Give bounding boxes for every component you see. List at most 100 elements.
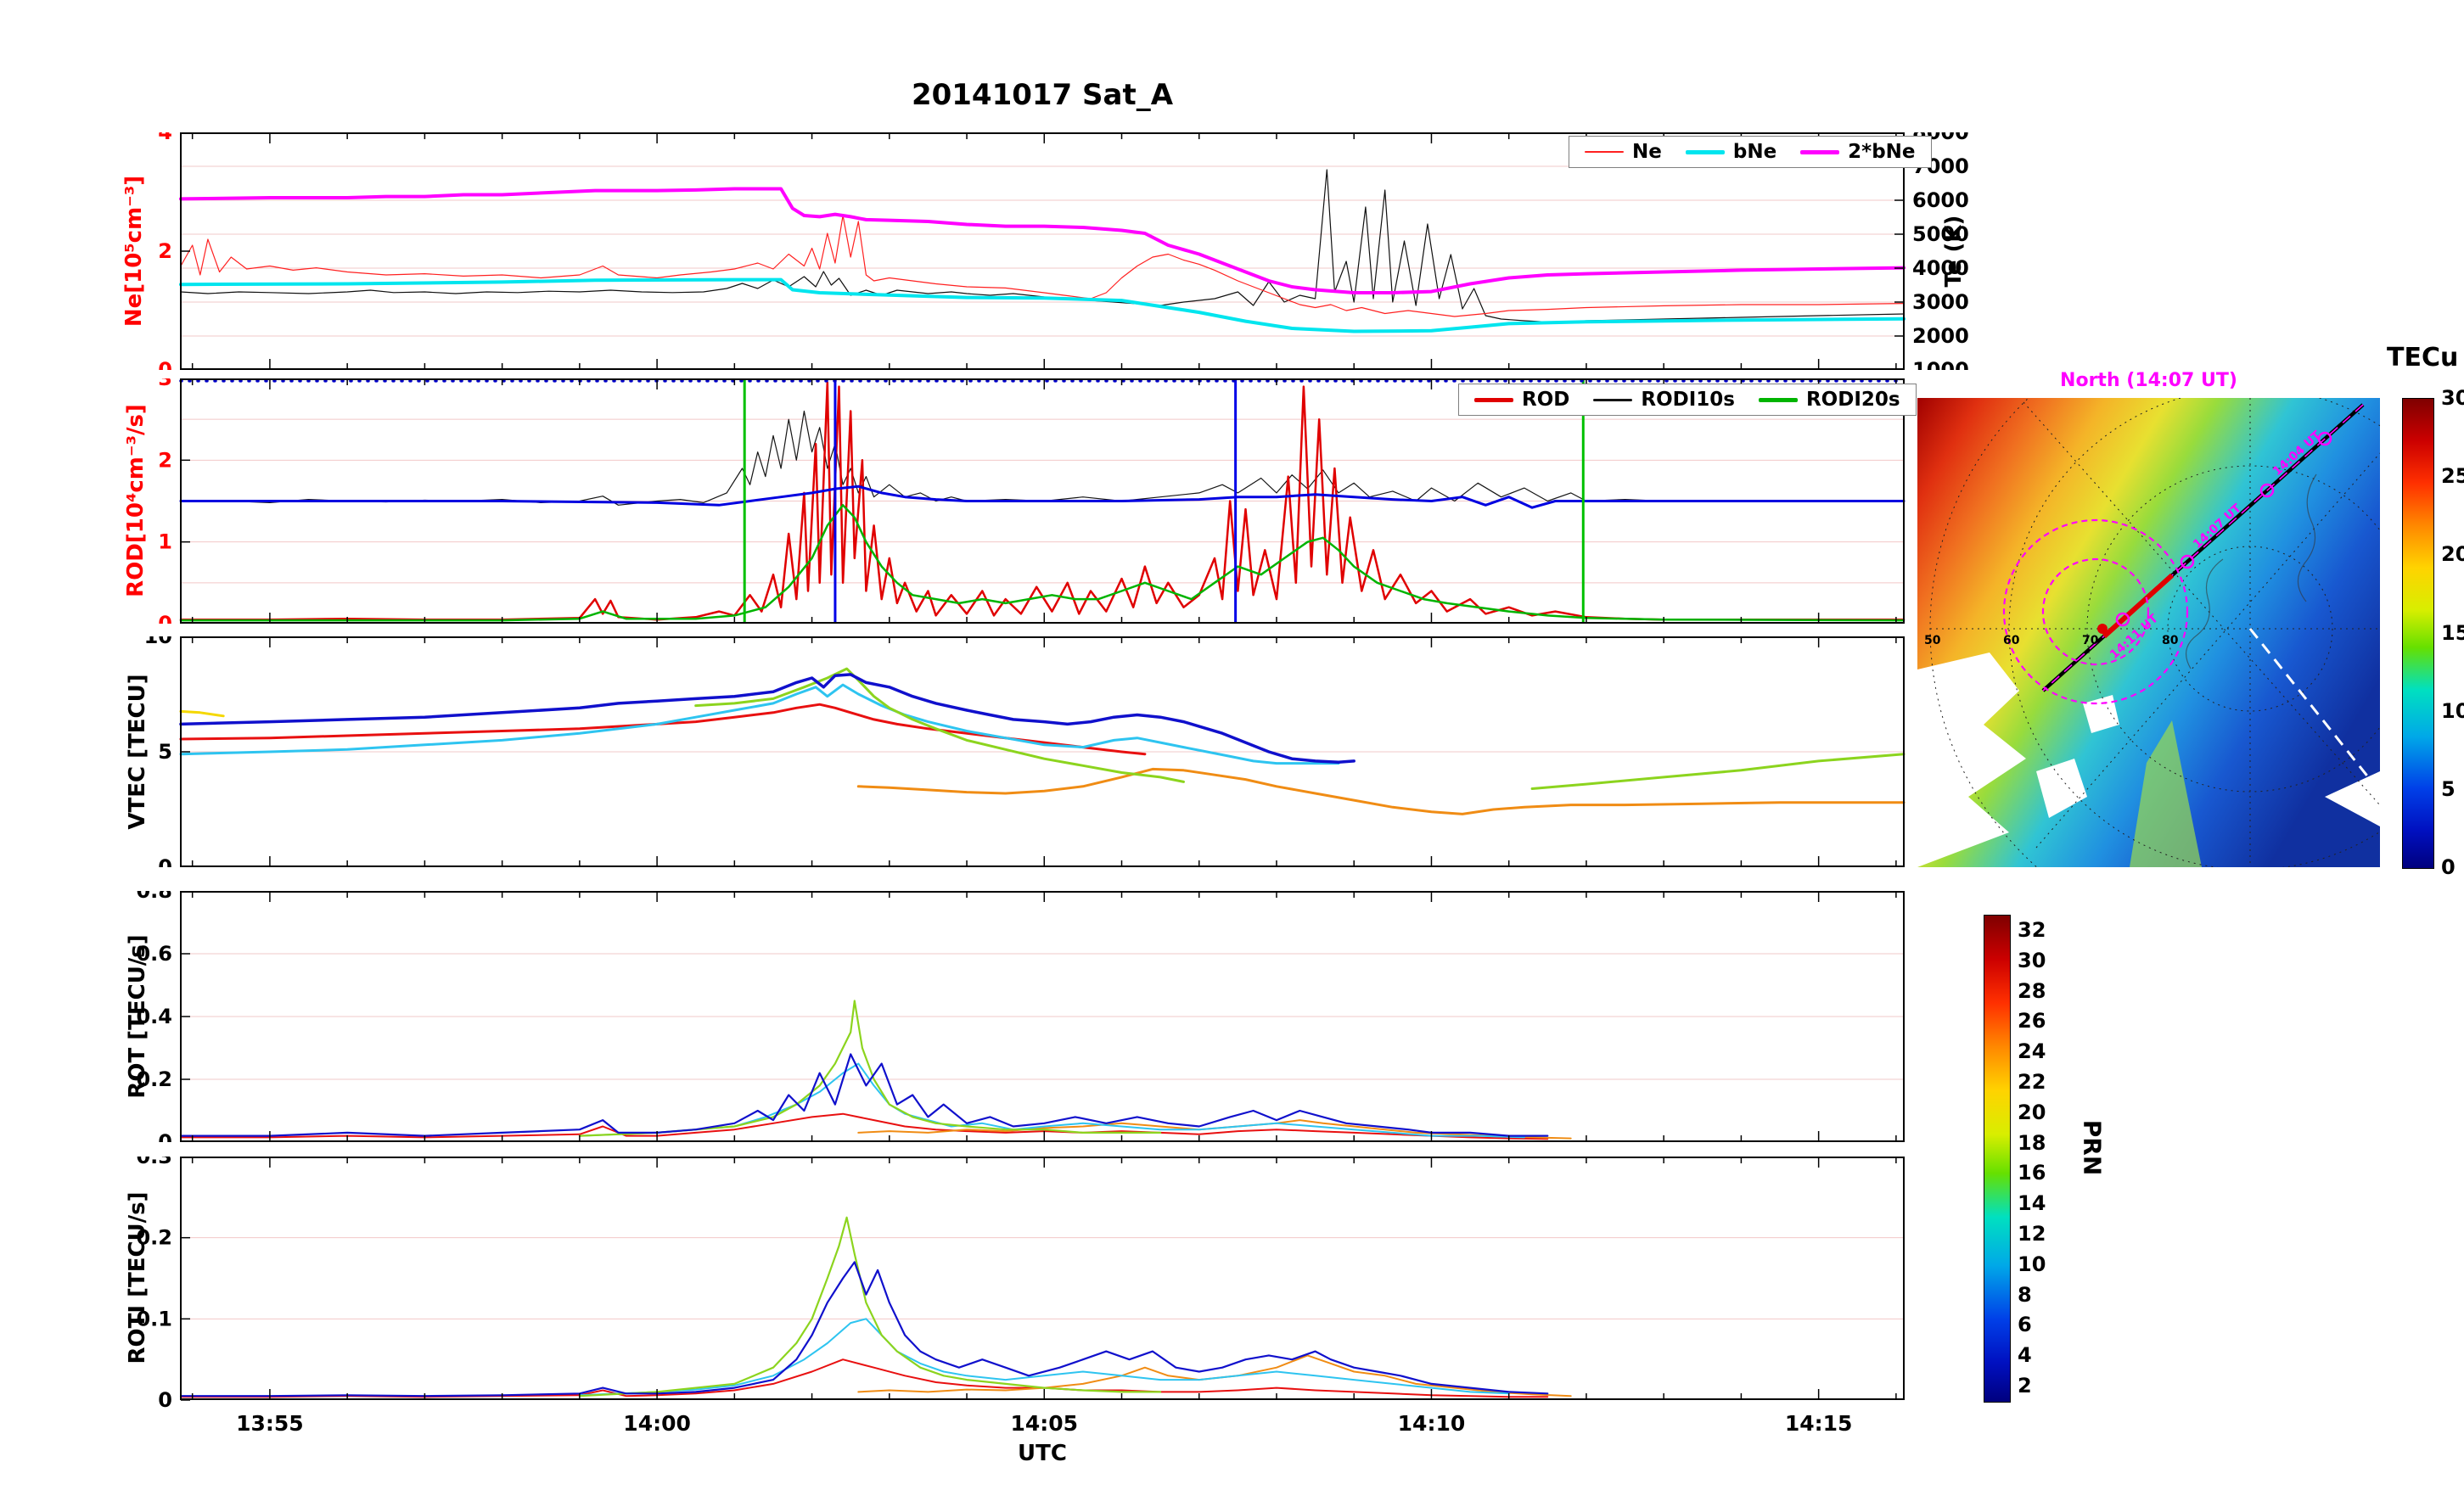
svg-text:14:05: 14:05 xyxy=(1010,1411,1078,1436)
legend-label: ROD xyxy=(1522,389,1570,411)
satellite-position-dot xyxy=(2097,624,2108,634)
tecu-tick-label: 5 xyxy=(2441,776,2456,801)
legend-item: bNe xyxy=(1685,141,1777,163)
tecu-colorbar-ticks: 0 5 10 15 20 25 30 xyxy=(2441,387,2464,878)
tecu-tick-label: 0 xyxy=(2441,855,2456,879)
legend-line-swatch xyxy=(1585,151,1624,153)
svg-text:0.2: 0.2 xyxy=(136,1067,172,1091)
svg-text:5000: 5000 xyxy=(1912,222,1969,246)
ne-legend: Ne bNe 2*bNe xyxy=(1569,136,1932,168)
prn-tick-label: 20 xyxy=(2018,1100,2046,1124)
prn-tick-label: 30 xyxy=(2018,948,2046,972)
track-overlay-line xyxy=(2042,404,2364,692)
svg-text:2: 2 xyxy=(158,448,172,472)
svg-text:0.6: 0.6 xyxy=(136,942,172,966)
coastline-1 xyxy=(2297,473,2317,602)
legend-line-swatch xyxy=(1800,149,1840,154)
prn-tick-label: 4 xyxy=(2018,1343,2032,1368)
prn-tick-label: 22 xyxy=(2018,1069,2046,1094)
svg-text:0: 0 xyxy=(158,1130,172,1142)
tec-map-canvas: 50 60 70 80 14:04 UT 14:07 UT 14:11 UT xyxy=(1917,308,2464,949)
prn-tick-label: 2 xyxy=(2018,1374,2032,1398)
no-data-patch-2 xyxy=(2083,695,2119,733)
coastline-2 xyxy=(2185,558,2224,669)
terminator-line xyxy=(2248,628,2377,787)
legend-line-swatch xyxy=(1474,397,1513,402)
svg-text:3000: 3000 xyxy=(1912,290,1969,314)
field-of-view-circles xyxy=(2002,518,2189,705)
prn-tick-label: 16 xyxy=(2018,1161,2046,1185)
prn-tick-label: 14 xyxy=(2018,1191,2046,1216)
tecu-colorbar xyxy=(2402,398,2434,869)
svg-text:2: 2 xyxy=(158,239,172,263)
x-axis-label: UTC xyxy=(1018,1441,1067,1466)
rod-legend: ROD RODI10s RODI20s xyxy=(1458,384,1917,416)
prn-colorbar xyxy=(1984,915,2011,1403)
legend-item: Ne xyxy=(1585,141,1662,163)
svg-text:0.3: 0.3 xyxy=(136,1157,172,1168)
no-data-region xyxy=(1917,653,2026,867)
track-time-markers xyxy=(2115,431,2332,627)
tecu-tick-label: 20 xyxy=(2441,542,2464,567)
prn-tick-label: 12 xyxy=(2018,1222,2046,1246)
svg-text:0: 0 xyxy=(158,358,172,370)
track-highlight-segment xyxy=(2102,573,2175,639)
svg-text:0: 0 xyxy=(158,855,172,867)
tecu-colorbar-title: TECu xyxy=(2387,343,2459,372)
svg-text:14:00: 14:00 xyxy=(623,1411,691,1436)
legend-line-swatch xyxy=(1593,398,1633,401)
svg-text:14:10: 14:10 xyxy=(1398,1411,1466,1436)
legend-line-swatch xyxy=(1685,149,1725,154)
vtec-chart: 0 5 10 xyxy=(144,636,1906,867)
prn-tick-label: 10 xyxy=(2018,1252,2046,1276)
latitude-labels: 50 60 70 80 xyxy=(1924,634,2179,647)
legend-label: 2*bNe xyxy=(1848,141,1916,163)
svg-text:2000: 2000 xyxy=(1912,324,1969,348)
prn-tick-label: 28 xyxy=(2018,978,2046,1003)
svg-text:60: 60 xyxy=(2003,634,2020,647)
figure-title: 20141017 Sat_A xyxy=(911,78,1174,112)
legend-item: 2*bNe xyxy=(1800,141,1916,163)
svg-text:6000: 6000 xyxy=(1912,188,1969,212)
svg-text:0: 0 xyxy=(158,1388,172,1412)
legend-item: ROD xyxy=(1474,389,1569,411)
rot-chart: 0 0.2 0.4 0.6 0.8 xyxy=(136,891,1905,1142)
legend-label: Ne xyxy=(1632,141,1662,163)
prn-tick-label: 24 xyxy=(2018,1039,2046,1064)
legend-item: RODI10s xyxy=(1593,389,1735,411)
map-title: North (14:07 UT) xyxy=(2060,370,2237,391)
tecu-tick-label: 25 xyxy=(2441,464,2464,489)
rod-chart: 0 1 2 3 xyxy=(158,378,1906,624)
svg-text:1000: 1000 xyxy=(1912,358,1969,370)
prn-tick-label: 32 xyxy=(2018,917,2046,942)
no-data-patch-1 xyxy=(2036,759,2087,818)
svg-text:70: 70 xyxy=(2082,634,2099,647)
legend-label: RODI20s xyxy=(1805,389,1900,411)
prn-colorbar-ticks: 2 4 6 8 10 12 14 16 18 20 22 24 26 28 30 32 xyxy=(2018,915,2068,1401)
tecu-tick-label: 15 xyxy=(2441,620,2464,645)
legend-item: RODI20s xyxy=(1758,389,1900,411)
prn-tick-label: 8 xyxy=(2018,1282,2032,1307)
legend-line-swatch xyxy=(1758,397,1798,402)
svg-text:1: 1 xyxy=(158,530,172,554)
svg-text:4: 4 xyxy=(158,132,172,144)
tec-map: 50 60 70 80 14:04 UT 14:07 UT 14:11 UT xyxy=(1917,308,2464,949)
aurora-patch xyxy=(2130,720,2202,867)
svg-text:0.1: 0.1 xyxy=(136,1307,172,1330)
svg-text:0: 0 xyxy=(158,612,172,624)
svg-text:5: 5 xyxy=(158,740,172,764)
svg-text:3: 3 xyxy=(158,378,172,390)
svg-text:4000: 4000 xyxy=(1912,256,1969,280)
svg-text:13:55: 13:55 xyxy=(236,1411,304,1436)
svg-text:0.4: 0.4 xyxy=(136,1005,172,1028)
svg-text:0.2: 0.2 xyxy=(136,1226,172,1250)
prn-colorbar-label: PRN xyxy=(2078,1119,2107,1176)
svg-text:0.8: 0.8 xyxy=(136,891,172,903)
roti-chart: 0 0.1 0.2 0.3 13:55 14:00 14:05 14:10 14:15 xyxy=(136,1157,1905,1436)
svg-text:50: 50 xyxy=(1924,634,1941,647)
legend-label: bNe xyxy=(1732,141,1777,163)
svg-text:10: 10 xyxy=(144,636,172,648)
svg-text:80: 80 xyxy=(2162,634,2179,647)
